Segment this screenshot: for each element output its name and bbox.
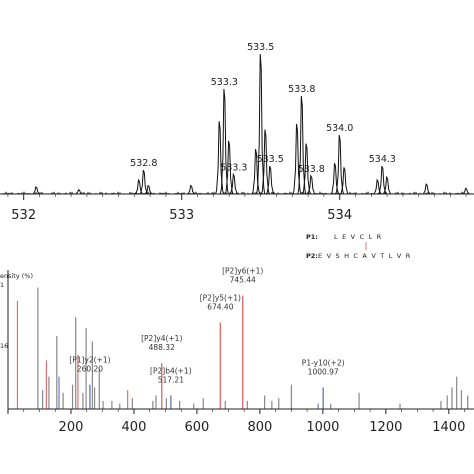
fragment-mz-3: 674.40 [207,303,233,312]
fragment-mz-4: 745.44 [230,276,256,285]
bottom-y-tick-top: 1 [0,281,4,289]
peptide-sequence-panel: P1: L E V C L R P2: E V S H C A V T L V R [306,233,411,260]
peak-label-17: 533.8 [298,164,325,175]
bottom-x-tick-label-2: 600 [185,420,210,435]
fragment-mz-5: 1000.97 [308,367,339,376]
bottom-x-tick-label-1: 400 [122,420,147,435]
bottom-y-label: ensity (%) [0,272,33,280]
peak-label-9: 533.3 [220,162,247,173]
top-x-tick-label-1: 533 [169,208,194,223]
sequence-name-1: P2: [306,252,318,260]
bottom-msms-spectrum: ensity (%)116[P1]y2(+1)260.20[P2]y4(+1)4… [0,267,474,435]
peak-label-3: 532.8 [130,158,157,169]
bottom-x-tick-label-4: 1000 [306,420,339,435]
sequence-residues-1: E V S H C A V T L V R [318,252,411,260]
isotope-peak-25 [462,188,470,194]
bottom-x-tick-label-6: 1400 [432,420,465,435]
bottom-x-tick-label-5: 1200 [369,420,402,435]
sequence-residues-0: L E V C L R [334,233,382,241]
peak-label-15: 533.8 [288,84,315,95]
fragment-label-2: [P2]b4(+1) [150,367,192,376]
sequence-name-0: P1: [306,233,318,241]
fragment-label-3: [P2]y5(+1) [200,294,241,303]
fragment-label-0: [P1]y2(+1) [69,356,110,365]
peak-label-22: 534.3 [369,154,396,165]
fragment-label-4: [P2]y6(+1) [222,267,263,276]
top-isotope-spectrum: 532.8 533.3 533.3 533.5 533.5 533.8 533.8 534.0… [0,42,474,223]
fragment-label-1: [P2]y4(+1) [141,334,182,343]
peak-label-11: 533.5 [247,42,274,53]
isotope-peak-3 [140,170,148,194]
bottom-x-tick-label-0: 200 [59,420,84,435]
isotope-peak-24 [423,184,431,194]
fragment-mz-1: 488.32 [149,343,175,352]
isotope-peak-5 [187,186,195,194]
peak-label-19: 534.0 [326,123,353,134]
fragment-mz-0: 260.20 [77,365,103,374]
bottom-y-tick-mid: 16 [0,342,8,350]
bottom-x-tick-label-3: 800 [247,420,272,435]
peak-label-7: 533.3 [211,77,238,88]
top-x-tick-label-2: 534 [327,208,352,223]
top-x-tick-label-0: 532 [11,208,36,223]
fragment-mz-2: 517.21 [158,376,184,385]
isotope-peak-1 [75,190,83,194]
fragment-label-5: P1-y10(+2) [302,358,345,367]
peak-label-13: 533.5 [257,154,284,165]
